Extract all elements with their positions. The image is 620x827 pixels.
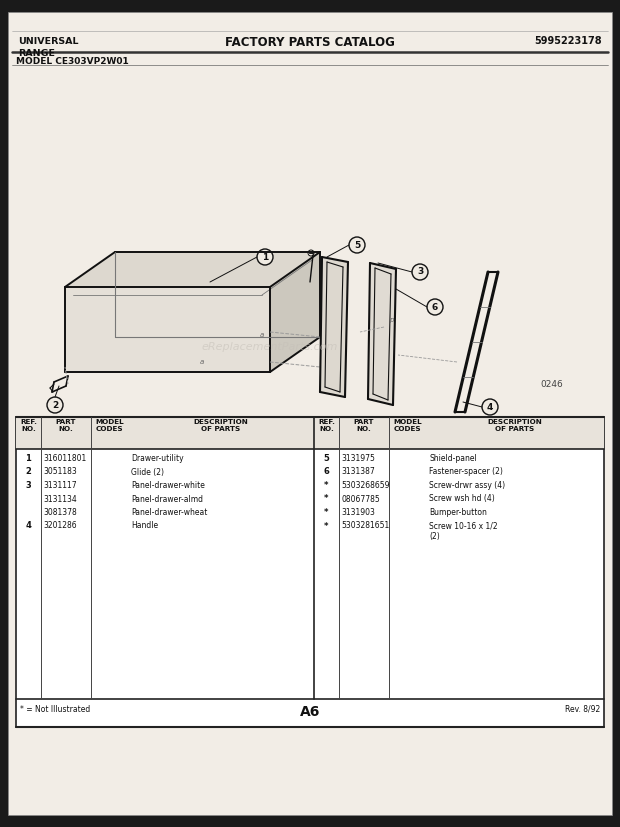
- Circle shape: [47, 397, 63, 413]
- Text: 6: 6: [323, 467, 329, 476]
- Text: 1: 1: [262, 252, 268, 261]
- Text: *: *: [324, 481, 328, 490]
- Text: A6: A6: [300, 705, 320, 719]
- Text: 6: 6: [432, 303, 438, 312]
- Text: Panel-drawer-wheat: Panel-drawer-wheat: [131, 508, 207, 517]
- Text: DESCRIPTION
OF PARTS: DESCRIPTION OF PARTS: [193, 419, 249, 432]
- Polygon shape: [65, 287, 270, 372]
- Circle shape: [308, 250, 314, 256]
- Circle shape: [482, 399, 498, 415]
- Text: Shield-panel: Shield-panel: [429, 454, 477, 463]
- Bar: [16, 417, 604, 449]
- Text: 3131975: 3131975: [341, 454, 375, 463]
- Polygon shape: [270, 252, 320, 372]
- Polygon shape: [65, 252, 320, 287]
- Text: 3131387: 3131387: [341, 467, 374, 476]
- Circle shape: [427, 299, 443, 315]
- Text: *: *: [324, 522, 328, 530]
- Text: UNIVERSAL
RANGE: UNIVERSAL RANGE: [18, 37, 79, 59]
- Circle shape: [257, 249, 273, 265]
- Text: 5303281651: 5303281651: [341, 522, 389, 530]
- Text: 1: 1: [25, 454, 31, 463]
- Text: Screw wsh hd (4): Screw wsh hd (4): [429, 495, 495, 504]
- Text: PART
NO.: PART NO.: [354, 419, 374, 432]
- Text: Drawer-utility: Drawer-utility: [131, 454, 184, 463]
- Circle shape: [412, 264, 428, 280]
- Text: eReplacementParts.com: eReplacementParts.com: [202, 342, 338, 352]
- Text: 2: 2: [25, 467, 31, 476]
- Text: 3131134: 3131134: [43, 495, 77, 504]
- Text: *: *: [324, 508, 328, 517]
- Text: Handle: Handle: [131, 522, 158, 530]
- Text: 5: 5: [323, 454, 329, 463]
- Text: Panel-drawer-white: Panel-drawer-white: [131, 481, 205, 490]
- Text: 4: 4: [25, 522, 31, 530]
- Text: DESCRIPTION
OF PARTS: DESCRIPTION OF PARTS: [487, 419, 542, 432]
- Text: Panel-drawer-almd: Panel-drawer-almd: [131, 495, 203, 504]
- Text: 3: 3: [25, 481, 31, 490]
- Text: 2: 2: [52, 400, 58, 409]
- Text: a: a: [260, 332, 264, 338]
- Text: REF.
NO.: REF. NO.: [318, 419, 335, 432]
- Text: 3081378: 3081378: [43, 508, 77, 517]
- Text: Screw 10-16 x 1/2
(2): Screw 10-16 x 1/2 (2): [429, 522, 498, 541]
- Text: 5303268659: 5303268659: [341, 481, 389, 490]
- Text: 08067785: 08067785: [341, 495, 379, 504]
- Text: 3051183: 3051183: [43, 467, 77, 476]
- Polygon shape: [320, 257, 348, 397]
- Text: FACTORY PARTS CATALOG: FACTORY PARTS CATALOG: [225, 36, 395, 49]
- Text: 316011801: 316011801: [43, 454, 86, 463]
- Text: 4: 4: [487, 403, 493, 412]
- Polygon shape: [368, 263, 396, 405]
- Circle shape: [349, 237, 365, 253]
- Text: MODEL
CODES: MODEL CODES: [393, 419, 422, 432]
- Text: Bumper-button: Bumper-button: [429, 508, 487, 517]
- Text: Glide (2): Glide (2): [131, 467, 164, 476]
- Text: PART
NO.: PART NO.: [56, 419, 76, 432]
- Text: 0246: 0246: [540, 380, 563, 389]
- Text: REF.
NO.: REF. NO.: [20, 419, 37, 432]
- Text: p: p: [389, 317, 394, 323]
- Text: Screw-drwr assy (4): Screw-drwr assy (4): [429, 481, 505, 490]
- Text: MODEL
CODES: MODEL CODES: [95, 419, 124, 432]
- Text: 3: 3: [417, 267, 423, 276]
- Text: *: *: [324, 495, 328, 504]
- Text: * = Not Illustrated: * = Not Illustrated: [20, 705, 91, 714]
- Text: 3131117: 3131117: [43, 481, 77, 490]
- Bar: [16, 417, 604, 727]
- Text: 5995223178: 5995223178: [534, 36, 602, 46]
- Text: a: a: [200, 359, 204, 365]
- Text: 3201286: 3201286: [43, 522, 77, 530]
- Text: 5: 5: [354, 241, 360, 250]
- Text: Fastener-spacer (2): Fastener-spacer (2): [429, 467, 503, 476]
- Text: MODEL CE303VP2W01: MODEL CE303VP2W01: [16, 57, 129, 66]
- Text: 3131903: 3131903: [341, 508, 375, 517]
- Text: Rev. 8/92: Rev. 8/92: [565, 705, 600, 714]
